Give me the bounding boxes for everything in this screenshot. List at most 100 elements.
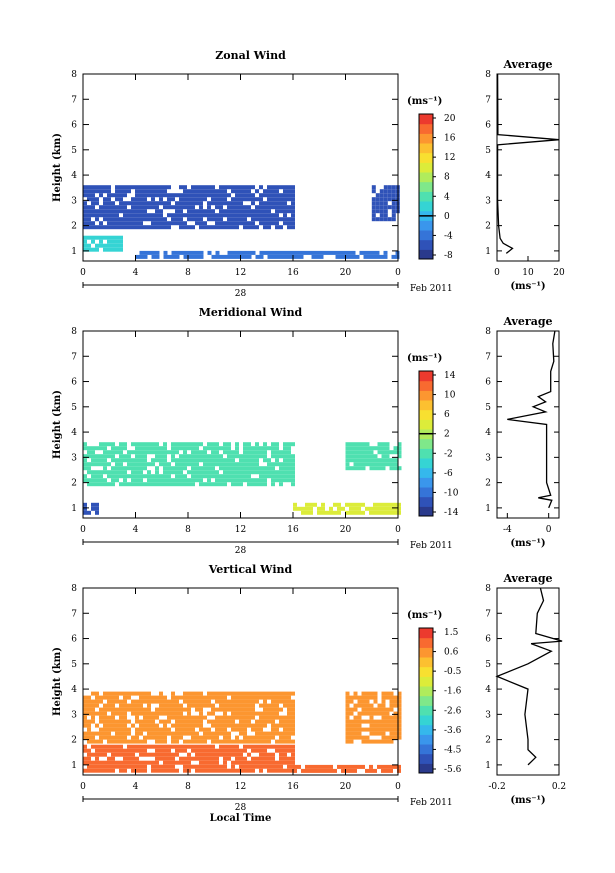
heatmap-cell — [103, 715, 107, 720]
heatmap-cell — [227, 756, 231, 761]
heatmap-cell — [345, 466, 350, 471]
heatmap-cell — [267, 205, 271, 210]
heatmap-cell — [393, 695, 398, 700]
heatmap-cell — [203, 760, 207, 765]
heatmap-cell — [139, 768, 143, 773]
heatmap-cell — [139, 193, 143, 198]
heatmap-cell — [171, 715, 175, 720]
heatmap-cell — [207, 454, 211, 459]
heatmap-cell — [183, 727, 187, 732]
heatmap-cell — [167, 201, 171, 206]
heatmap-cell — [127, 731, 131, 736]
heatmap-cell — [107, 462, 111, 467]
heatmap-cell — [255, 189, 259, 194]
heatmap-cell — [291, 727, 295, 732]
colorbar-segment — [419, 438, 433, 449]
heatmap-cell — [293, 502, 297, 507]
heatmap-cell — [383, 213, 388, 218]
heatmap-cell — [259, 454, 263, 459]
heatmap-cell — [275, 707, 279, 712]
heatmap-cell — [143, 450, 147, 455]
heatmap-cell — [393, 446, 398, 451]
heatmap-cell — [361, 458, 366, 463]
colorbar-segment — [419, 637, 433, 648]
heatmap-cell — [287, 446, 291, 451]
heatmap-cell — [219, 699, 223, 704]
heatmap-cell — [155, 450, 159, 455]
heatmap-cell — [167, 213, 171, 218]
colorbar-label: 8 — [444, 173, 450, 183]
heatmap-cell — [365, 727, 370, 732]
heatmap-cell — [291, 462, 295, 467]
heatmap-cell — [389, 739, 394, 744]
heatmap-cell — [155, 735, 159, 740]
heatmap-cell — [163, 764, 167, 769]
heatmap-cell — [191, 699, 195, 704]
heatmap-cell — [171, 470, 175, 475]
heatmap-cell — [179, 703, 183, 708]
heatmap-cell — [87, 719, 91, 724]
heatmap-cell — [393, 735, 398, 740]
heatmap-cell — [263, 756, 267, 761]
colorbar-label: -4 — [444, 231, 453, 241]
heatmap-cell — [227, 205, 231, 210]
heatmap-cell — [219, 723, 223, 728]
heatmap-cell — [203, 189, 207, 194]
heatmap-cell — [247, 703, 251, 708]
heatmap-cell — [127, 225, 131, 230]
heatmap-cell — [239, 193, 243, 198]
heatmap-cell — [83, 478, 87, 483]
heatmap-cell — [107, 760, 111, 765]
colorbar-segment — [419, 220, 433, 231]
heatmap-cell — [147, 462, 151, 467]
heatmap-cell — [275, 727, 279, 732]
colorbar-label: -2 — [444, 449, 453, 459]
heatmap-cell — [279, 744, 283, 749]
heatmap-cell — [387, 197, 392, 202]
heatmap-cell — [159, 691, 163, 696]
heatmap-cell — [349, 458, 354, 463]
heatmap-cell — [373, 719, 378, 724]
y-tick-label: 3 — [71, 453, 77, 463]
heatmap-cell — [259, 760, 263, 765]
heatmap-cell — [231, 482, 235, 487]
heatmap-cell — [223, 699, 227, 704]
heatmap-cell — [139, 711, 143, 716]
heatmap-cell — [207, 744, 211, 749]
heatmap-cell — [315, 250, 320, 255]
heatmap-cell — [353, 719, 358, 724]
heatmap-cell — [143, 715, 147, 720]
heatmap-cell — [283, 193, 287, 198]
heatmap-cell — [123, 185, 127, 190]
heatmap-cell — [107, 450, 111, 455]
heatmap-cell — [219, 752, 223, 757]
heatmap-cell — [271, 691, 275, 696]
average-y-tick-label: 7 — [485, 95, 491, 105]
heatmap-cell — [345, 711, 350, 716]
heatmap-cell — [255, 748, 259, 753]
heatmap-cell — [223, 760, 227, 765]
heatmap-cell — [391, 254, 396, 259]
heatmap-cell — [365, 442, 370, 447]
heatmap-cell — [267, 764, 271, 769]
heatmap-cell — [389, 703, 394, 708]
heatmap-cell — [203, 193, 207, 198]
heatmap-cell — [381, 450, 386, 455]
heatmap-cell — [147, 482, 151, 487]
heatmap-cell — [199, 466, 203, 471]
heatmap-cell — [397, 764, 401, 769]
heatmap-cell — [251, 221, 255, 226]
colorbar-segment — [419, 753, 433, 764]
heatmap-cell — [393, 719, 398, 724]
heatmap-cell — [365, 707, 370, 712]
heatmap-cell — [207, 768, 211, 773]
heatmap-cell — [95, 209, 99, 214]
heatmap-cell — [83, 189, 87, 194]
unit-label: (ms⁻¹) — [407, 353, 442, 364]
heatmap-cell — [151, 715, 155, 720]
heatmap-cell — [353, 715, 358, 720]
heatmap-cell — [171, 752, 175, 757]
heatmap-cell — [119, 474, 123, 479]
heatmap-cell — [99, 731, 103, 736]
heatmap-cell — [275, 250, 280, 255]
